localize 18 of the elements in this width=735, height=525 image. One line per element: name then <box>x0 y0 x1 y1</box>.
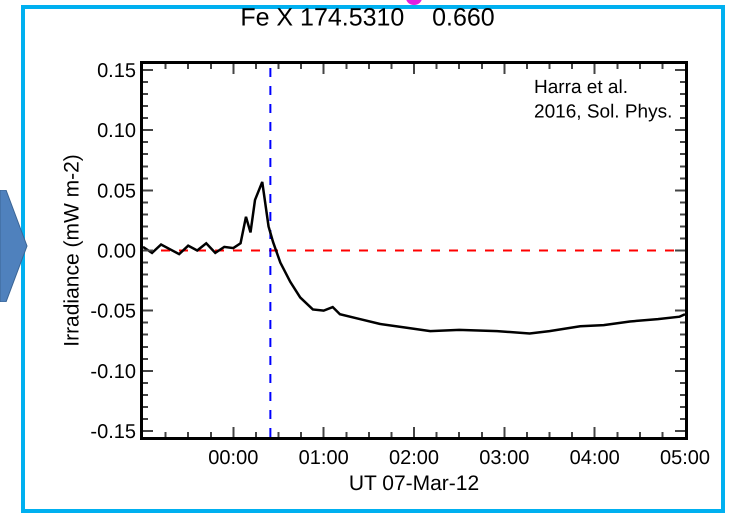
y-tick-label: 0.00 <box>97 240 136 262</box>
y-tick-label: -0.05 <box>90 300 136 323</box>
x-tick-label: 05:00 <box>660 447 710 469</box>
x-tick-label: 03:00 <box>479 447 530 469</box>
x-tick-label: 02:00 <box>388 447 440 469</box>
y-axis-title: Irradiance (mW m-2) <box>60 154 84 347</box>
annotation: Harra et al. 2016, Sol. Phys. <box>534 77 672 123</box>
y-tick-label: -0.10 <box>90 360 136 383</box>
chart-title: Fe X 174.5310 0.660 <box>240 3 495 32</box>
x-tick-label: 01:00 <box>298 447 349 469</box>
x-tick-label: 00:00 <box>208 447 258 469</box>
y-tick-label: -0.15 <box>90 420 136 443</box>
y-tick-label: 0.10 <box>97 120 136 142</box>
x-tick-label: 04:00 <box>570 447 620 469</box>
y-tick-label: 0.15 <box>97 60 136 82</box>
y-tick-label: 0.05 <box>97 180 136 202</box>
x-axis-title: UT 07-Mar-12 <box>348 472 480 496</box>
line-series <box>143 180 685 335</box>
